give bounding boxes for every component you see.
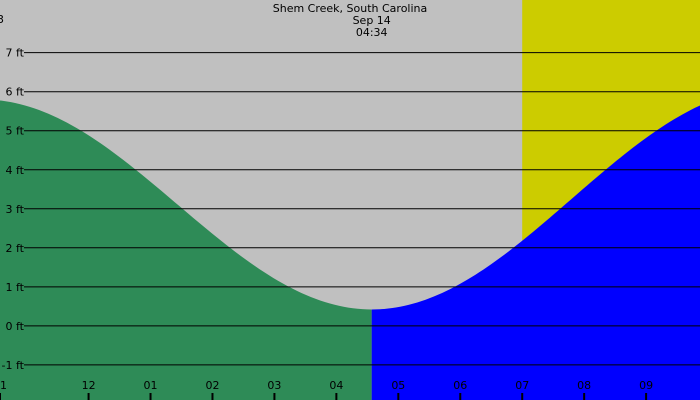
x-axis-labels: 111201020304050607080910 [0, 379, 653, 400]
x-tick-label: 05 [391, 379, 405, 392]
x-tick-label: 03 [267, 379, 281, 392]
x-tick-label: 08 [577, 379, 591, 392]
x-tick-label: 11 [0, 379, 7, 392]
x-tick-label: 04 [329, 379, 343, 392]
y-tick-label: 0 ft [6, 320, 25, 333]
y-tick-label: 4 ft [6, 164, 25, 177]
rising-tide-area [371, 105, 700, 400]
y-tick-label: 5 ft [6, 125, 25, 138]
y-tick-label: 7 ft [6, 47, 25, 60]
y-tick-label: 2 ft [6, 242, 25, 255]
x-tick-label: 12 [82, 379, 96, 392]
extreme-time-label: 04:34 [356, 26, 388, 39]
y-tick-label: 1 ft [6, 281, 25, 294]
x-tick-label: 09 [639, 379, 653, 392]
tide-areas [0, 100, 700, 400]
y-axis-labels: -1 ft 0 ft 1 ft 2 ft 3 ft 4 ft 5 ft 6 ft 7 ft [2, 47, 25, 372]
y-tick-label: 3 ft [6, 203, 25, 216]
gridlines [24, 52, 700, 366]
chart-title: Shem Creek, South Carolina [273, 2, 428, 15]
x-tick-label: 02 [205, 379, 219, 392]
x-tick-label: 01 [144, 379, 158, 392]
header-left-fragment: 3 [0, 13, 4, 26]
x-tick-label: 06 [453, 379, 467, 392]
y-tick-label: -1 ft [2, 359, 25, 372]
extreme-date-label: Sep 14 [353, 14, 391, 27]
x-tick-label: 07 [515, 379, 529, 392]
falling-tide-area [0, 100, 372, 400]
y-tick-label: 6 ft [6, 86, 25, 99]
